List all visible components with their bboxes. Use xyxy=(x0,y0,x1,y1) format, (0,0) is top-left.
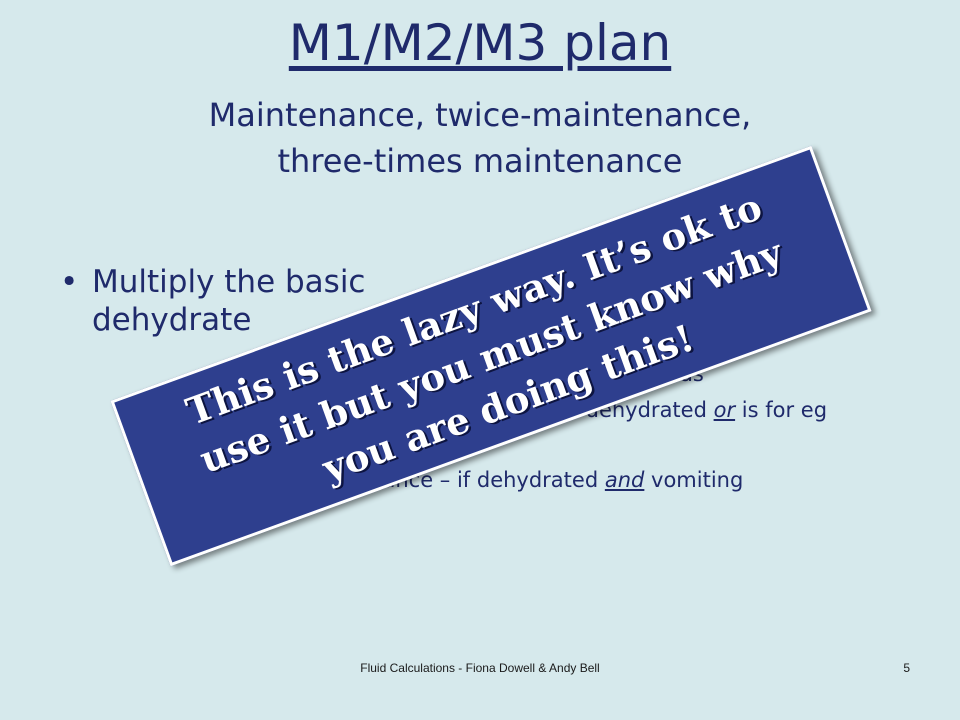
subtitle-line-2: three-times maintenance xyxy=(277,142,683,180)
sub-bullet-3-and: and xyxy=(604,468,645,492)
subtitle-line-1: Maintenance, twice-maintenance, xyxy=(208,96,752,134)
sub-bullet-2-text-b: is for eg xyxy=(735,398,828,422)
bullet-1-text: Multiply the basic xyxy=(92,264,366,300)
sub-bullet-2: s dehydrated or is for eg xyxy=(100,396,960,424)
sub-bullet-3-text-b: vomiting xyxy=(644,468,744,492)
bullet-1-text-continued: dehydrate xyxy=(92,302,252,338)
footer-text: Fluid Calculations - Fiona Dowell & Andy… xyxy=(360,661,600,675)
lazy-way-banner: This is the lazy way. It’s ok to use it … xyxy=(110,145,872,567)
bullet-1-line-2: dehydrate xyxy=(92,300,251,340)
bullet-1-line-1: Multiply the basic xyxy=(60,262,365,302)
slide-subtitle: Maintenance, twice-maintenance, three-ti… xyxy=(0,92,960,184)
page-number: 5 xyxy=(903,661,910,675)
sub-bullet-2-or: or xyxy=(713,398,736,422)
slide-title: M1/M2/M3 plan xyxy=(288,14,672,72)
